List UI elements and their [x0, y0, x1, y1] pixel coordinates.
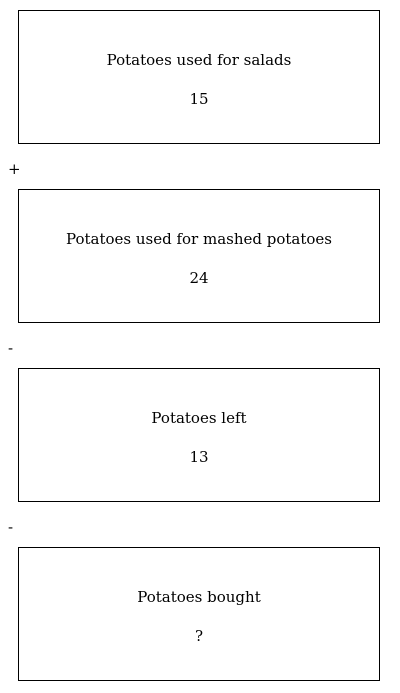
quantity-box-potatoes-left: Potatoes left 13	[18, 368, 380, 502]
box-value: 15	[189, 90, 209, 108]
operator-minus: -	[8, 339, 14, 357]
box-value: ?	[194, 627, 204, 645]
box-label: Potatoes used for salads	[106, 51, 292, 69]
quantity-box-potatoes-bought: Potatoes bought ?	[18, 547, 380, 681]
quantity-box-salads: Potatoes used for salads 15	[18, 10, 380, 144]
operator-plus: +	[8, 160, 21, 178]
operator-minus: -	[8, 518, 14, 536]
box-value: 13	[189, 448, 209, 466]
quantity-box-mashed-potatoes: Potatoes used for mashed potatoes 24	[18, 189, 380, 323]
box-label: Potatoes bought	[137, 588, 261, 606]
box-label: Potatoes used for mashed potatoes	[65, 230, 333, 248]
box-value: 24	[189, 269, 209, 287]
box-label: Potatoes left	[151, 409, 247, 427]
